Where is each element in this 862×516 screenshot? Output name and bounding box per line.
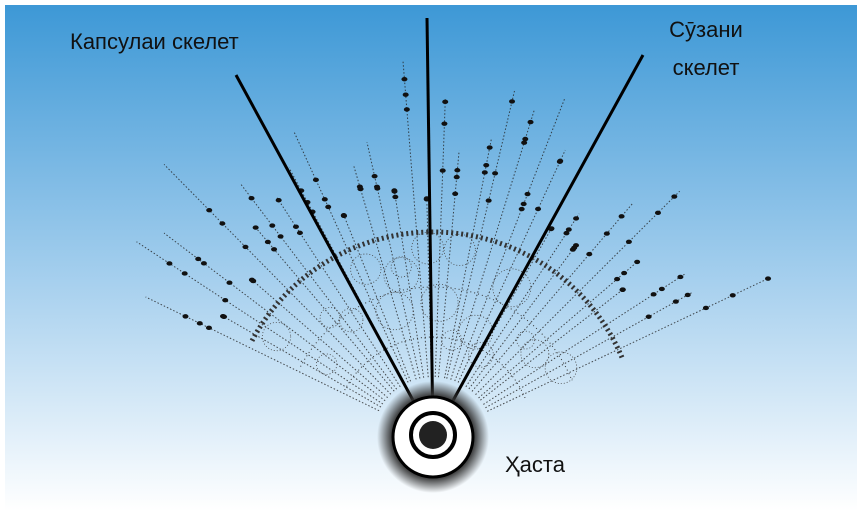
granule — [573, 216, 579, 220]
granule — [265, 240, 271, 244]
granule — [226, 280, 232, 284]
granule — [242, 245, 248, 249]
granule — [297, 231, 303, 235]
granule — [604, 231, 610, 235]
granule — [522, 137, 528, 141]
granule — [563, 231, 569, 235]
granule — [195, 257, 201, 261]
granule — [730, 293, 736, 297]
granule — [659, 287, 665, 291]
granule — [249, 196, 255, 200]
granule — [765, 276, 771, 280]
granule — [269, 223, 275, 227]
granule — [197, 321, 203, 325]
page: Капсулаи скелет Сӯзани скелет Ҳаста (() … — [0, 0, 862, 516]
granule — [651, 292, 657, 296]
granule — [509, 99, 515, 103]
granule — [620, 288, 626, 292]
capsule-skeleton-label: Капсулаи скелет — [70, 29, 239, 54]
granule — [401, 77, 407, 81]
granule — [341, 214, 347, 218]
granule — [253, 225, 259, 229]
granule — [482, 170, 488, 174]
granule — [621, 271, 627, 275]
granule — [206, 326, 212, 330]
granule — [519, 207, 525, 211]
granule — [271, 247, 277, 251]
granule — [483, 163, 489, 167]
granule — [374, 186, 380, 190]
granule — [454, 168, 460, 172]
granule — [521, 202, 527, 206]
granule — [249, 278, 255, 282]
granule — [372, 174, 378, 178]
granule — [392, 195, 398, 199]
granule — [634, 260, 640, 264]
granule — [452, 192, 458, 196]
granule — [358, 187, 364, 191]
granule — [703, 306, 709, 310]
granule — [442, 100, 448, 104]
granule — [441, 121, 447, 125]
granule — [685, 293, 691, 297]
body-label: Ҳаста — [505, 452, 566, 477]
granule — [673, 299, 679, 303]
illustration: Капсулаи скелет Сӯзани скелет Ҳаста — [0, 0, 862, 516]
granule — [201, 261, 207, 265]
granule — [492, 171, 498, 175]
granule — [391, 188, 397, 192]
granule — [166, 261, 172, 265]
granule — [221, 315, 227, 319]
granule — [525, 192, 531, 196]
granule — [614, 277, 620, 281]
granule — [403, 93, 409, 97]
granule — [486, 198, 492, 202]
nucleus-content — [419, 421, 447, 449]
granule — [626, 240, 632, 244]
granule — [487, 145, 493, 149]
central-capsule — [377, 381, 489, 493]
granule — [222, 298, 228, 302]
granule — [535, 207, 541, 211]
granule — [528, 120, 534, 124]
granule — [655, 211, 661, 215]
spicule-label: Сӯзани — [669, 17, 743, 42]
granule — [677, 275, 683, 279]
granule — [325, 205, 331, 209]
granule — [206, 208, 212, 212]
granule — [586, 252, 592, 256]
granule — [521, 140, 527, 144]
granule — [293, 225, 299, 229]
granule — [182, 271, 188, 275]
granule — [619, 214, 625, 218]
granule — [646, 315, 652, 319]
granule — [278, 234, 284, 238]
granule — [571, 246, 577, 250]
granule — [440, 168, 446, 172]
granule — [557, 159, 563, 163]
granule — [454, 175, 460, 179]
granule — [322, 197, 328, 201]
granule — [404, 107, 410, 111]
granule — [276, 198, 282, 202]
granule — [313, 178, 319, 182]
spicule-label: скелет — [673, 55, 740, 80]
granule — [671, 194, 677, 198]
granule — [182, 314, 188, 318]
granule — [219, 221, 225, 225]
